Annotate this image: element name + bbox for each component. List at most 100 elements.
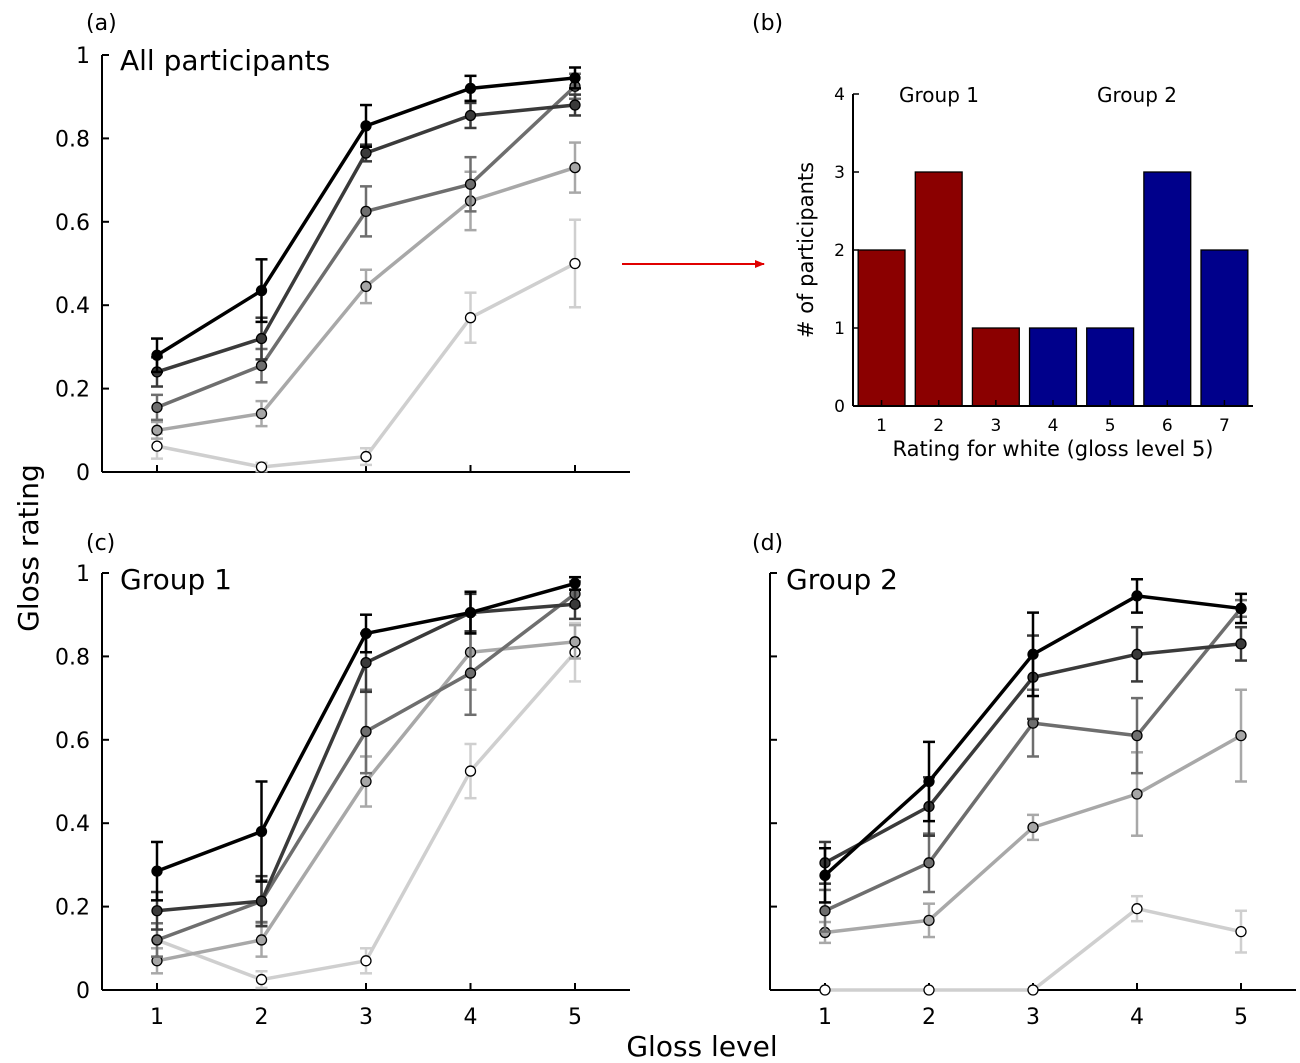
x-tick-label: 4	[1048, 416, 1059, 436]
series-line	[825, 906, 1242, 992]
x-axis-label: Gloss level	[626, 1030, 777, 1063]
x-tick-label: 1	[150, 1005, 164, 1030]
data-point	[360, 775, 372, 788]
data-point	[923, 914, 935, 927]
y-tick-label: 0.4	[55, 294, 90, 319]
y-tick-label: 0.2	[55, 378, 90, 403]
panel-d-letter: (d)	[752, 531, 783, 556]
y-tick-label: 0.6	[55, 729, 90, 754]
data-point	[255, 825, 268, 838]
data-point	[1027, 648, 1039, 660]
data-point	[569, 72, 581, 84]
data-point	[464, 82, 477, 95]
data-point	[923, 857, 935, 869]
series-1	[151, 575, 581, 902]
data-point	[569, 99, 581, 111]
y-tick-label: 4	[834, 85, 845, 105]
panel-a-title: All participants	[120, 44, 330, 77]
data-point	[1235, 638, 1247, 650]
group-2-label: Group 2	[1097, 83, 1177, 107]
x-tick-label: 5	[568, 1005, 582, 1030]
data-point	[255, 332, 268, 345]
data-point	[569, 598, 581, 610]
bar-1	[857, 249, 906, 407]
y-tick-label: 3	[834, 163, 845, 183]
data-point	[1131, 729, 1143, 742]
data-point	[1235, 729, 1247, 742]
y-tick-label: 0.8	[55, 127, 90, 152]
data-point	[1235, 925, 1247, 938]
x-tick-label: 7	[1219, 416, 1230, 436]
bar-3	[971, 327, 1020, 407]
data-point	[569, 636, 581, 648]
data-point	[151, 349, 163, 361]
panel-d-chart: 1 2 3 4 5	[769, 572, 1296, 1030]
panel-b-y-label: # of participants	[794, 162, 818, 338]
data-point	[464, 312, 477, 324]
data-point	[923, 984, 935, 996]
data-point	[255, 895, 268, 907]
y-tick-label: 0	[76, 979, 90, 1004]
data-point	[1131, 903, 1143, 915]
x-tick-label: 5	[1105, 416, 1116, 436]
x-tick-label: 1	[876, 416, 887, 436]
x-tick-label: 2	[255, 1005, 269, 1030]
data-point	[360, 147, 372, 159]
data-point	[569, 257, 581, 270]
y-tick-label: 0	[76, 461, 90, 486]
data-point	[464, 667, 477, 679]
bar-6	[1143, 171, 1192, 407]
series-1	[819, 578, 1247, 904]
x-tick-label: 2	[933, 416, 944, 436]
series-5	[151, 218, 581, 473]
data-point	[151, 865, 163, 877]
bar-2	[914, 171, 963, 407]
panel-b-chart: 0 1 2 3 4 1 2 3 4 5 6 7 Rating for white (gloss leve…	[794, 85, 1253, 461]
data-point	[1235, 602, 1247, 615]
x-tick-label: 3	[359, 1005, 373, 1030]
data-point	[255, 360, 268, 372]
data-point	[819, 869, 831, 881]
panel-a-chart: 0 0.2 0.4 0.6 0.8 1	[55, 44, 630, 486]
data-point	[255, 973, 268, 986]
panel-c-letter: (c)	[86, 531, 115, 556]
panel-b-x-label: Rating for white (gloss level 5)	[892, 437, 1213, 461]
data-point	[569, 577, 581, 590]
x-tick-label: 5	[1234, 1005, 1248, 1030]
data-point	[360, 450, 372, 463]
data-point	[360, 627, 372, 640]
y-tick-label: 1	[834, 319, 845, 339]
group-1-label: Group 1	[899, 83, 979, 107]
data-point	[464, 178, 477, 190]
data-point	[255, 284, 268, 297]
y-tick-label: 0.4	[55, 812, 90, 837]
data-point	[255, 407, 268, 420]
data-point	[360, 725, 372, 738]
x-tick-label: 3	[990, 416, 1001, 436]
data-point	[819, 905, 831, 917]
bar-5	[1086, 327, 1135, 407]
panel-c-title: Group 1	[120, 563, 232, 596]
x-tick-label: 4	[1130, 1005, 1144, 1030]
data-point	[360, 205, 372, 218]
data-point	[151, 934, 163, 946]
data-point	[255, 461, 268, 473]
data-point	[1027, 984, 1039, 996]
data-point	[464, 765, 477, 777]
data-point	[819, 984, 831, 996]
x-tick-label: 2	[922, 1005, 936, 1030]
x-tick-label: 1	[818, 1005, 832, 1030]
y-tick-label: 0.2	[55, 896, 90, 921]
series-4	[151, 141, 581, 440]
panel-d-title: Group 2	[786, 563, 898, 596]
y-tick-label: 0.8	[55, 645, 90, 670]
series-1	[151, 66, 581, 374]
data-point	[360, 280, 372, 293]
data-point	[151, 905, 163, 917]
y-tick-label: 1	[76, 44, 90, 69]
data-point	[464, 109, 477, 122]
panel-c-chart: 0 0.2 0.4 0.6 0.8 1 1 2 3 4 5	[55, 562, 630, 1030]
data-point	[360, 657, 372, 669]
y-axis-label: Gloss rating	[12, 464, 45, 632]
